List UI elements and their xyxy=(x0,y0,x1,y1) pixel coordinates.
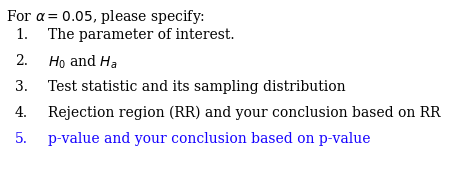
Text: 4.: 4. xyxy=(15,106,28,120)
Text: Rejection region (RR) and your conclusion based on RR: Rejection region (RR) and your conclusio… xyxy=(48,106,440,120)
Text: 1.: 1. xyxy=(15,28,28,42)
Text: 3.: 3. xyxy=(15,80,28,94)
Text: p-value and your conclusion based on p-value: p-value and your conclusion based on p-v… xyxy=(48,132,370,146)
Text: For $\alpha = 0.05$, please specify:: For $\alpha = 0.05$, please specify: xyxy=(6,8,205,26)
Text: 2.: 2. xyxy=(15,54,28,68)
Text: $H_0$ and $H_a$: $H_0$ and $H_a$ xyxy=(48,54,117,71)
Text: Test statistic and its sampling distribution: Test statistic and its sampling distribu… xyxy=(48,80,345,94)
Text: 5.: 5. xyxy=(15,132,28,146)
Text: The parameter of interest.: The parameter of interest. xyxy=(48,28,234,42)
